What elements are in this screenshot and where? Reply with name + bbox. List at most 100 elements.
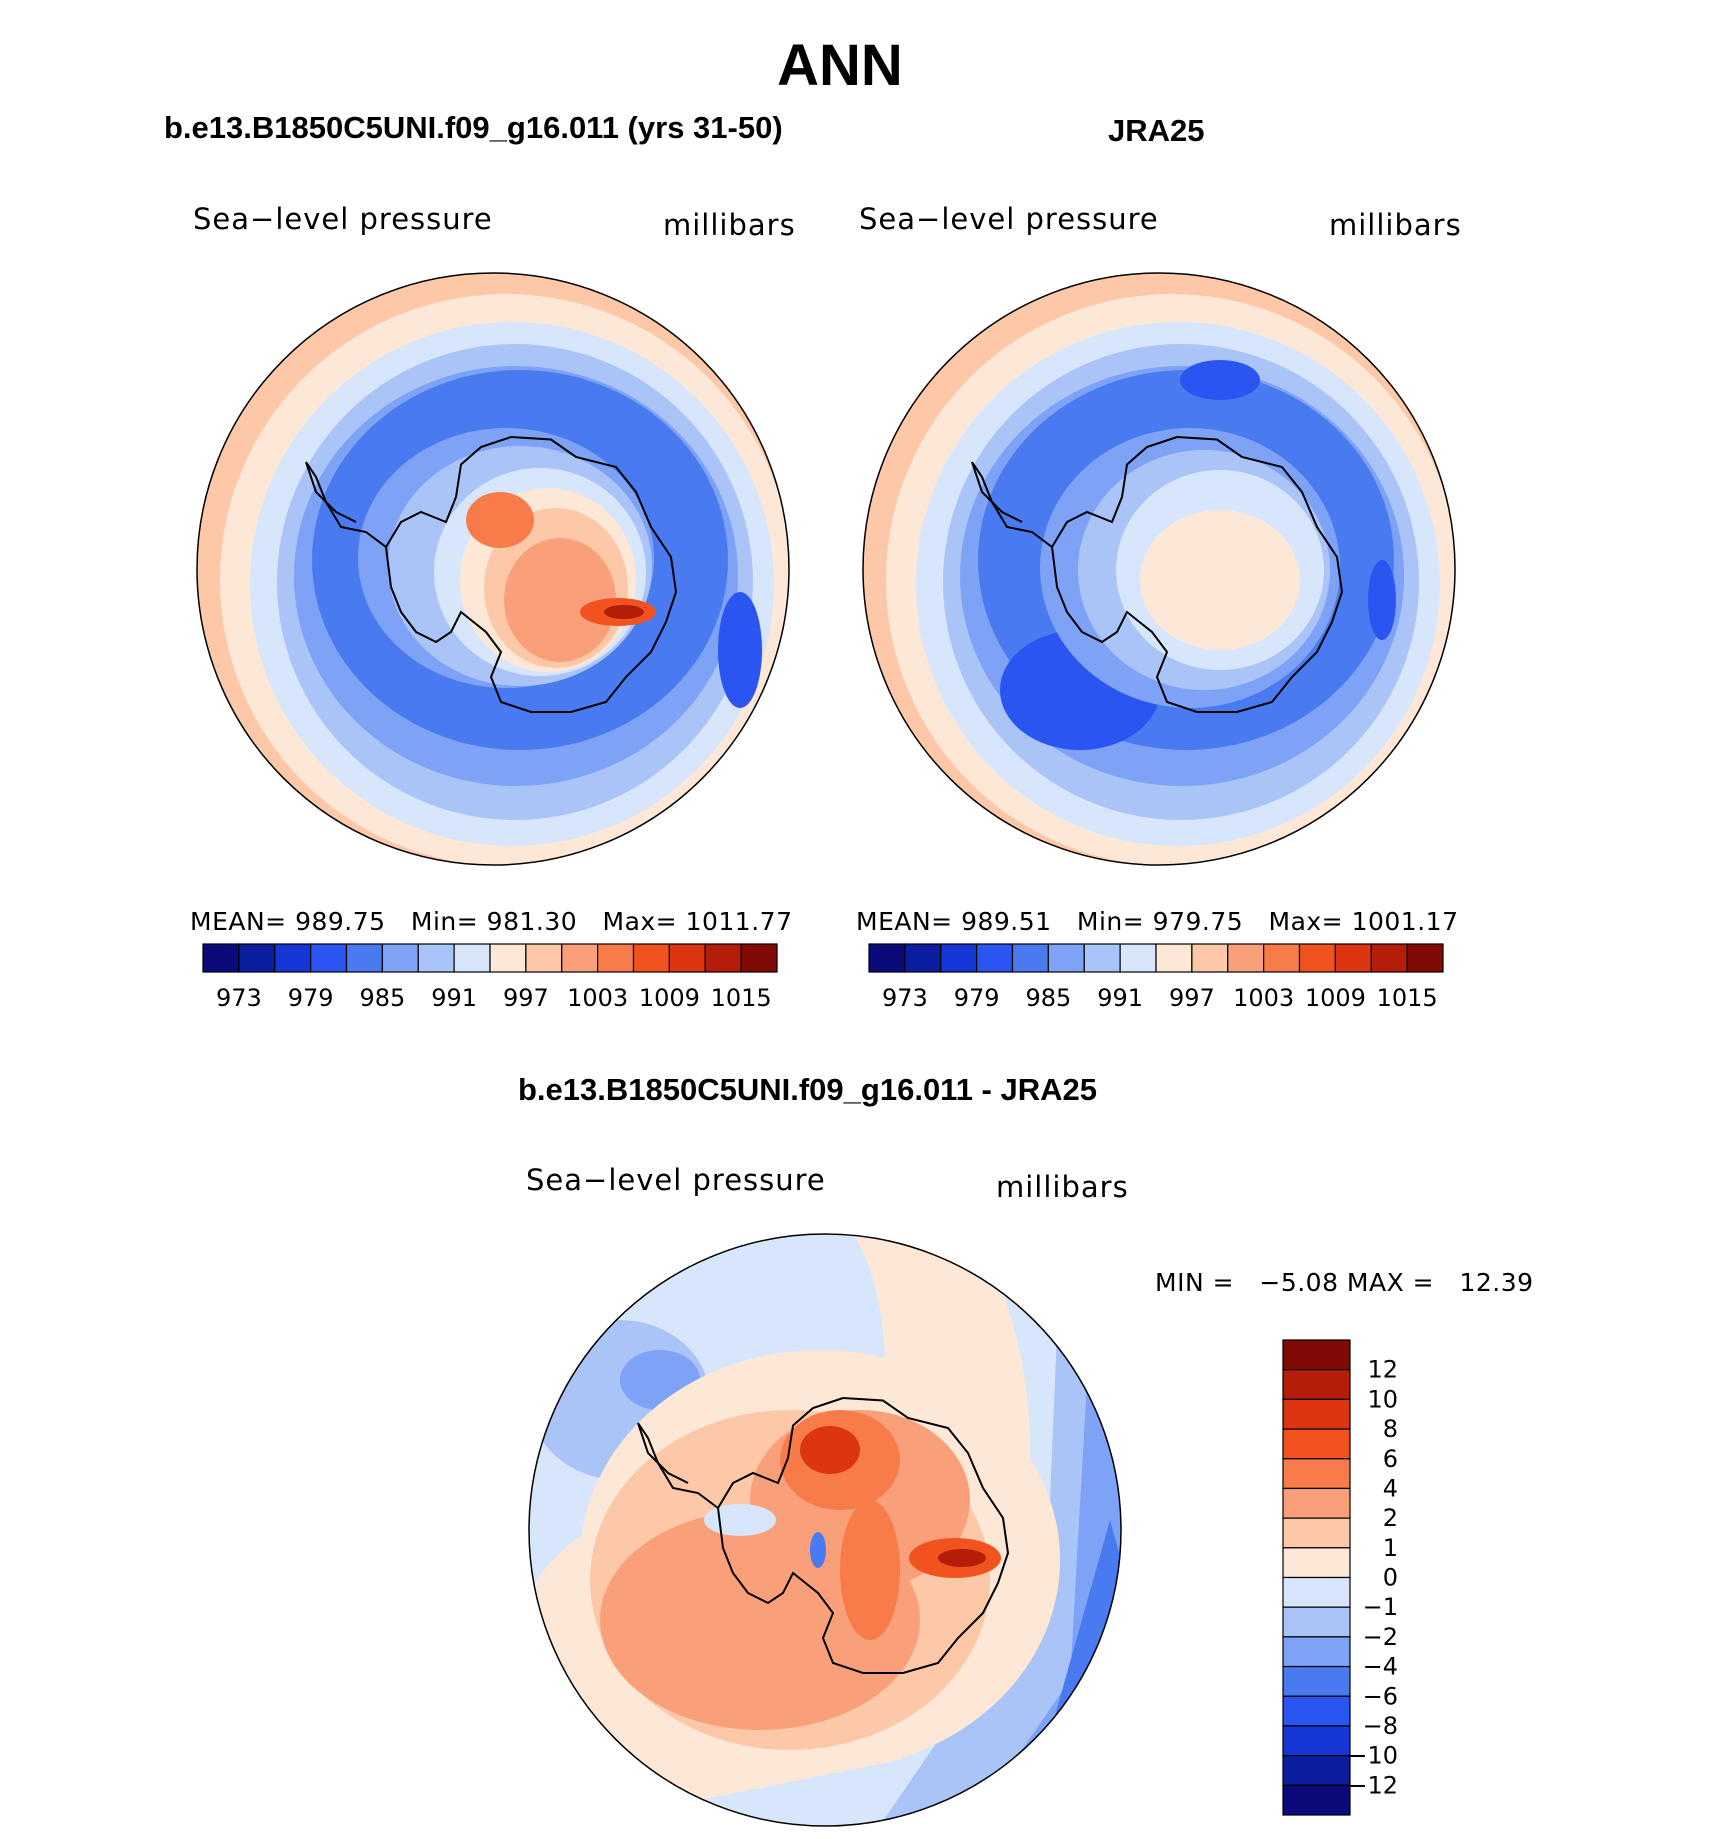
colorbar-2-swatch [1334, 943, 1372, 973]
colorbar-3-swatch [1282, 1458, 1351, 1490]
colorbar-1-tick-label: 997 [503, 984, 549, 1012]
colorbar-panel-1: 973 979 985 991 997 1003 1009 1015 [202, 943, 778, 1012]
panel-1-title: b.e13.B1850C5UNI.f09_g16.011 (yrs 31-50) [164, 110, 783, 145]
panel-2-mean: 989.51 [961, 907, 1052, 936]
colorbar-2-tick-label: 991 [1097, 984, 1143, 1012]
colorbar-2-tick-label: 1015 [1377, 984, 1438, 1012]
colorbar-3-tick-label: −10 [1347, 1742, 1398, 1770]
colorbar-1-swatch [202, 943, 240, 973]
difference-units-label: millibars [996, 1170, 1129, 1204]
colorbar-2-swatch [1011, 943, 1049, 973]
colorbar-3-tick-label: 1 [1383, 1534, 1398, 1562]
colorbar-2-swatch [1298, 943, 1336, 973]
colorbar-2-swatch [1155, 943, 1193, 973]
colorbar-1-swatch [453, 943, 491, 973]
colorbar-2-tick-label: 997 [1169, 984, 1215, 1012]
colorbar-2-swatch [1047, 943, 1085, 973]
colorbar-1-tick-label: 985 [359, 984, 405, 1012]
colorbar-3-swatch [1282, 1606, 1351, 1638]
colorbar-2-swatch [1083, 943, 1121, 973]
colorbar-3-swatch [1282, 1487, 1351, 1519]
panel-2-min: 979.75 [1152, 907, 1244, 936]
colorbar-1-swatch [489, 943, 527, 973]
colorbar-2-swatch [1370, 943, 1408, 973]
panel-1-stats: MEAN= 989.75 Min= 981.30 Max= 1011.77 [190, 907, 793, 936]
colorbar-panel-2: 973 979 985 991 997 1003 1009 1015 [868, 943, 1444, 1012]
colorbar-3-tick-label: 4 [1383, 1474, 1398, 1502]
colorbar-3-swatch [1282, 1398, 1351, 1430]
colorbar-3-tick-label: 6 [1383, 1445, 1398, 1473]
map-difference [529, 1234, 1121, 1826]
panel-2-stats: MEAN= 989.51 Min= 979.75 Max= 1001.17 [856, 907, 1459, 936]
colorbar-3-swatch [1282, 1665, 1351, 1697]
colorbar-2-tick-label: 985 [1025, 984, 1071, 1012]
panel-1-variable-label: Sea−level pressure [193, 202, 493, 236]
colorbar-3-swatch [1282, 1517, 1351, 1549]
colorbar-1-tick-label: 973 [216, 984, 262, 1012]
colorbar-2-swatch [1227, 943, 1265, 973]
map-panel-2 [863, 273, 1455, 865]
colorbar-3-tick-label: −12 [1347, 1771, 1398, 1799]
colorbar-1-swatch [525, 943, 563, 973]
colorbar-2-swatch [1406, 943, 1444, 973]
colorbar-3-tick-label: −1 [1363, 1593, 1398, 1621]
colorbar-2-tick-label: 1003 [1233, 984, 1294, 1012]
colorbar-2-swatch [940, 943, 978, 973]
map-panel-1 [197, 273, 789, 865]
colorbar-2-swatch [1263, 943, 1301, 973]
colorbar-3-tick-label: 0 [1383, 1564, 1398, 1592]
colorbar-2-tick-label: 1009 [1305, 984, 1366, 1012]
colorbar-3-tick-label: 12 [1367, 1356, 1398, 1384]
colorbar-1-swatch [561, 943, 599, 973]
colorbar-1-swatch [274, 943, 312, 973]
figure-title: ANN [777, 33, 903, 98]
colorbar-1-swatch [704, 943, 742, 973]
panel-1-max: 1011.77 [685, 907, 793, 936]
colorbar-1-swatch [597, 943, 635, 973]
colorbar-2-tick-label: 973 [882, 984, 928, 1012]
colorbar-3-swatch [1282, 1547, 1351, 1579]
colorbar-2-swatch [868, 943, 906, 973]
colorbar-3-swatch [1282, 1755, 1351, 1786]
colorbar-2-swatch [904, 943, 942, 973]
panel-2-variable-label: Sea−level pressure [859, 202, 1159, 236]
colorbar-1-swatch [632, 943, 670, 973]
colorbar-2-tick-label: 979 [954, 984, 1000, 1012]
colorbar-1-swatch [417, 943, 455, 973]
colorbar-2-swatch [1119, 943, 1157, 973]
colorbar-3-tick-label: −2 [1363, 1623, 1398, 1651]
colorbar-3-tick-label: 2 [1383, 1504, 1398, 1532]
panel-1-mean: 989.75 [295, 907, 386, 936]
colorbar-1-swatch [345, 943, 383, 973]
colorbar-2-swatch [1191, 943, 1229, 973]
difference-title: b.e13.B1850C5UNI.f09_g16.011 - JRA25 [518, 1072, 1097, 1107]
colorbar-3-swatch [1282, 1695, 1351, 1727]
colorbar-1-tick-label: 1003 [567, 984, 628, 1012]
panel-1-units-label: millibars [663, 208, 796, 242]
colorbar-1-tick-label: 1009 [639, 984, 700, 1012]
colorbar-2-swatch [976, 943, 1014, 973]
colorbar-3-swatch [1282, 1725, 1351, 1757]
colorbar-3-swatch [1282, 1636, 1351, 1668]
colorbar-1-swatch [238, 943, 276, 973]
colorbar-3-swatch [1282, 1369, 1351, 1400]
colorbar-1-swatch [310, 943, 348, 973]
panel-2-title: JRA25 [1108, 113, 1205, 148]
colorbar-3-swatch [1282, 1784, 1351, 1816]
colorbar-1-tick-label: 979 [288, 984, 334, 1012]
colorbar-3-swatch [1282, 1576, 1351, 1608]
panel-2-max: 1001.17 [1351, 907, 1459, 936]
colorbar-1-swatch [668, 943, 706, 973]
colorbar-3-tick-label: −4 [1363, 1653, 1398, 1681]
colorbar-1-swatch [381, 943, 419, 973]
colorbar-3-tick-label: 10 [1367, 1385, 1398, 1413]
panel-2-units-label: millibars [1329, 208, 1462, 242]
colorbar-1-swatch [740, 943, 778, 973]
panel-1-min: 981.30 [486, 907, 578, 936]
colorbar-3-swatch [1282, 1339, 1351, 1371]
colorbar-1-tick-label: 1015 [711, 984, 772, 1012]
colorbar-3-tick-label: −8 [1363, 1712, 1398, 1740]
colorbar-1-tick-label: 991 [431, 984, 477, 1012]
